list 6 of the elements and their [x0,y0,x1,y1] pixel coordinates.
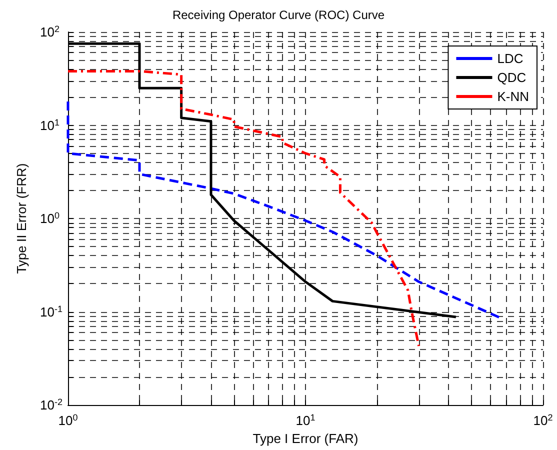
x-axis-title: Type I Error (FAR) [252,431,358,446]
chart-title: Receiving Operator Curve (ROC) Curve [172,8,385,22]
legend-label: K-NN [497,89,530,104]
legend-label: QDC [497,70,526,85]
y-axis-title: Type II Error (FRR) [14,163,29,274]
legend-label: LDC [497,51,524,66]
